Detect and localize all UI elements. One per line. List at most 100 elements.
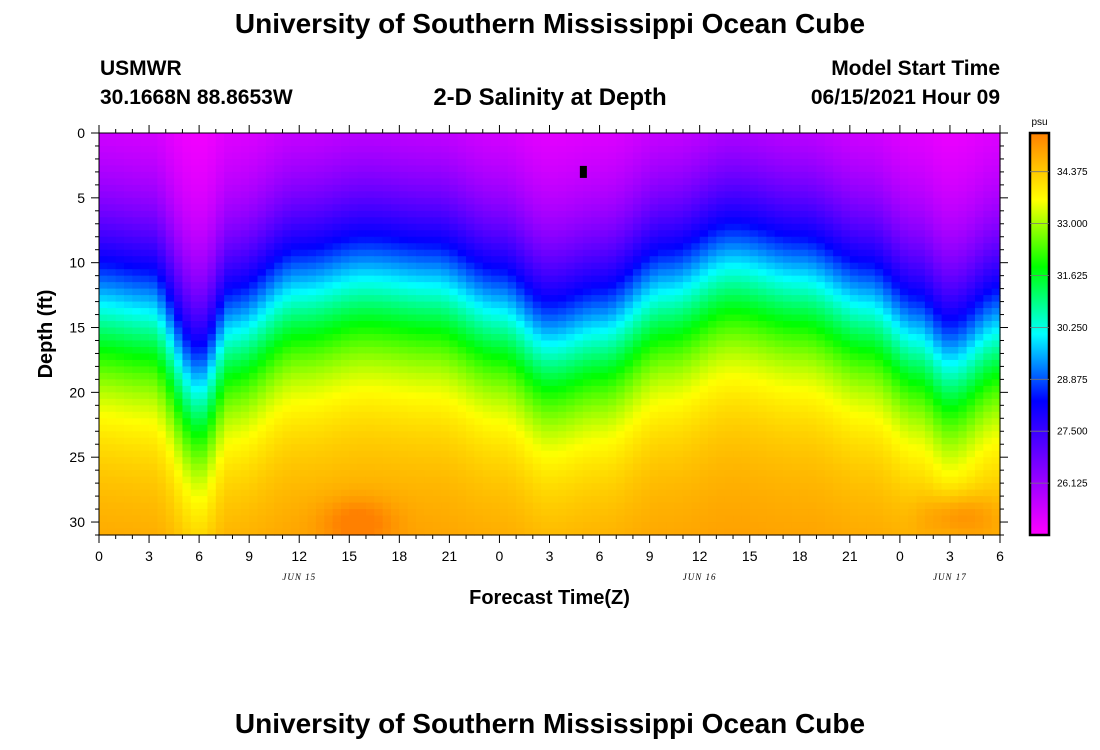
- heatmap-cell: [207, 346, 217, 355]
- heatmap-cell: [466, 476, 476, 484]
- heatmap-cell: [557, 145, 567, 154]
- heatmap-cell: [324, 217, 334, 225]
- heatmap-cell: [199, 346, 209, 355]
- heatmap-cell: [257, 489, 267, 497]
- heatmap-cell: [749, 314, 759, 322]
- heatmap-cell: [140, 431, 150, 439]
- heatmap-cell: [232, 444, 242, 452]
- heatmap-cell: [115, 314, 125, 322]
- heatmap-cell: [591, 191, 601, 199]
- heatmap-cell: [541, 210, 551, 218]
- heatmap-cell: [616, 424, 626, 432]
- heatmap-cell: [432, 444, 442, 452]
- heatmap-cell: [182, 392, 192, 400]
- heatmap-cell: [557, 165, 567, 173]
- heatmap-cell: [290, 262, 300, 270]
- heatmap-cell: [315, 145, 325, 154]
- heatmap-cell: [124, 463, 133, 471]
- heatmap-cell: [390, 171, 400, 179]
- heatmap-cell: [482, 217, 492, 225]
- heatmap-cell: [591, 217, 601, 225]
- heatmap-cell: [274, 158, 284, 167]
- heatmap-cell: [641, 223, 651, 231]
- heatmap-cell: [215, 346, 225, 355]
- heatmap-cell: [324, 204, 334, 212]
- heatmap-cell: [215, 249, 225, 257]
- heatmap-cell: [424, 476, 434, 484]
- heatmap-cell: [649, 230, 659, 238]
- heatmap-cell: [532, 385, 542, 393]
- heatmap-cell: [265, 145, 275, 154]
- heatmap-cell: [641, 243, 651, 251]
- heatmap-cell: [432, 476, 442, 484]
- heatmap-cell: [466, 379, 476, 387]
- heatmap-cell: [99, 340, 108, 348]
- heatmap-cell: [532, 178, 542, 186]
- heatmap-cell: [466, 256, 476, 264]
- heatmap-cell: [649, 411, 659, 419]
- heatmap-cell: [524, 321, 534, 329]
- heatmap-cell: [332, 450, 342, 458]
- heatmap-cell: [549, 145, 559, 154]
- heatmap-cell: [324, 424, 334, 432]
- heatmap-cell: [357, 483, 367, 491]
- heatmap-cell: [257, 483, 267, 491]
- heatmap-cell: [699, 139, 709, 147]
- heatmap-cell: [591, 522, 601, 530]
- heatmap-cell: [574, 489, 584, 497]
- heatmap-cell: [274, 392, 284, 400]
- heatmap-cell: [232, 301, 242, 309]
- heatmap-cell: [224, 249, 234, 257]
- heatmap-cell: [232, 502, 242, 510]
- heatmap-cell: [574, 223, 584, 231]
- heatmap-cell: [249, 197, 259, 205]
- heatmap-cell: [532, 496, 542, 504]
- heatmap-cell: [691, 424, 701, 432]
- heatmap-cell: [549, 197, 559, 205]
- heatmap-cell: [307, 236, 317, 244]
- heatmap-cell: [315, 372, 325, 380]
- heatmap-cell: [374, 171, 384, 179]
- heatmap-cell: [591, 424, 601, 432]
- heatmap-cell: [541, 372, 551, 380]
- heatmap-cell: [199, 353, 209, 361]
- heatmap-cell: [149, 165, 158, 173]
- heatmap-cell: [299, 158, 309, 167]
- heatmap-cell: [365, 379, 375, 387]
- heatmap-cell: [265, 217, 275, 225]
- heatmap-cell: [682, 165, 692, 173]
- heatmap-cell: [616, 392, 626, 400]
- heatmap-cell: [132, 288, 142, 296]
- heatmap-cell: [724, 256, 734, 264]
- heatmap-cell: [115, 262, 125, 270]
- heatmap-cell: [474, 483, 484, 491]
- heatmap-cell: [132, 301, 142, 309]
- heatmap-cell: [382, 496, 392, 504]
- heatmap-cell: [390, 321, 400, 329]
- heatmap-cell: [549, 262, 559, 270]
- heatmap-cell: [691, 372, 701, 380]
- heatmap-cell: [441, 217, 450, 225]
- heatmap-cell: [733, 288, 742, 296]
- heatmap-cell: [315, 502, 325, 510]
- heatmap-cell: [299, 210, 309, 218]
- heatmap-cell: [416, 223, 425, 231]
- heatmap-cell: [708, 204, 717, 212]
- heatmap-cell: [516, 418, 526, 426]
- heatmap-cell: [657, 275, 667, 283]
- heatmap-cell: [532, 295, 542, 303]
- heatmap-cell: [524, 418, 534, 426]
- heatmap-cell: [107, 450, 117, 458]
- heatmap-cell: [299, 295, 309, 303]
- heatmap-cell: [165, 139, 175, 147]
- heatmap-cell: [474, 385, 484, 393]
- heatmap-cell: [174, 392, 184, 400]
- heatmap-cell: [199, 152, 209, 160]
- heatmap-cell: [307, 210, 317, 218]
- heatmap-cell: [315, 178, 325, 186]
- heatmap-cell: [749, 178, 759, 186]
- heatmap-cell: [466, 346, 476, 355]
- heatmap-cell: [474, 301, 484, 309]
- heatmap-cell: [741, 178, 751, 186]
- heatmap-cell: [657, 308, 667, 316]
